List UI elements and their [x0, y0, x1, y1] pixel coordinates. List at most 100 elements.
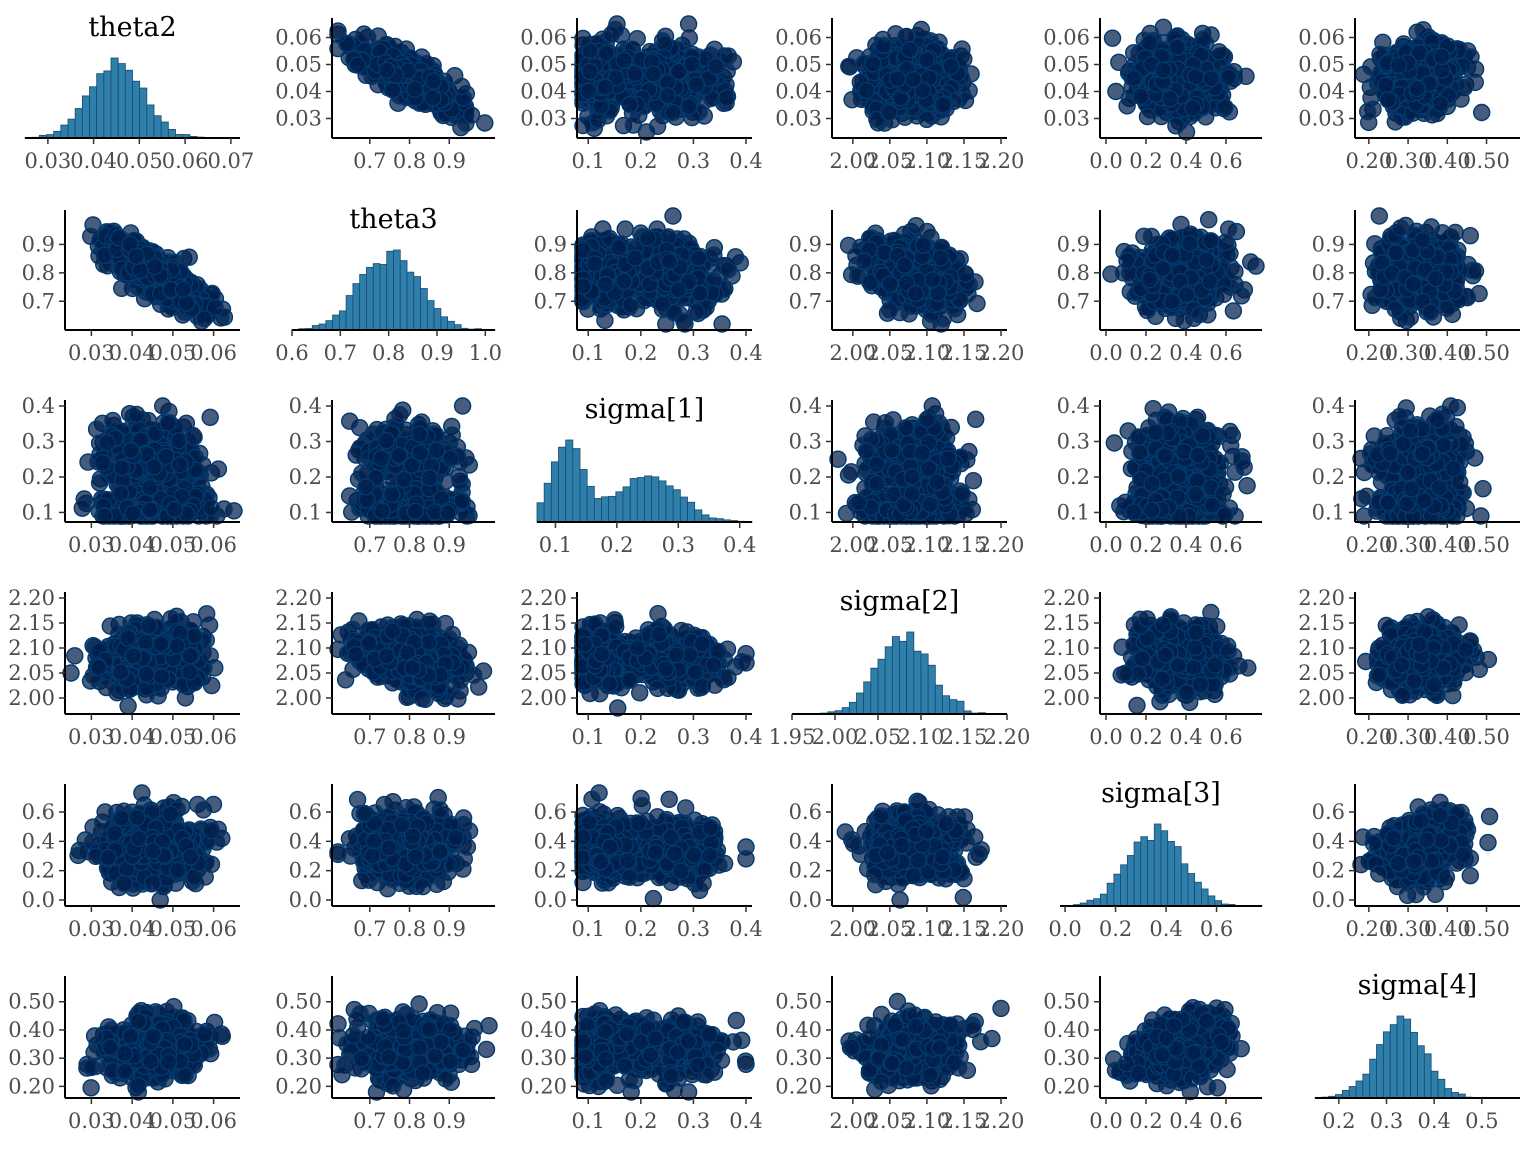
- scatter-point: [384, 81, 402, 99]
- y-tick-label: 0.06: [275, 26, 322, 50]
- scatter-point: [1140, 34, 1159, 52]
- scatter-point: [131, 261, 150, 280]
- hist-bar: [167, 128, 176, 139]
- scatter-point: [707, 57, 725, 76]
- x-tick-label: 0.05: [116, 149, 163, 173]
- hist-bar: [393, 249, 401, 331]
- hist-bar: [96, 73, 105, 139]
- y-tick-label: 0.06: [1298, 26, 1345, 50]
- y-tick-label: 0.04: [520, 80, 567, 104]
- hist-bar: [132, 80, 141, 139]
- y-tick-label: 0.04: [1298, 80, 1345, 104]
- scatter-point: [348, 56, 367, 74]
- scatter-panel-theta3-vs-theta2: 0.030.040.050.060.70.80.9: [22, 210, 240, 365]
- x-tick-label: 2.20: [978, 149, 1025, 173]
- hist-bar: [160, 121, 169, 139]
- scatter-point: [424, 89, 442, 107]
- scatter-point: [1107, 82, 1125, 101]
- x-tick-label: 0.50: [1463, 149, 1510, 173]
- scatter-point: [1132, 87, 1150, 106]
- scatter-point: [687, 75, 706, 94]
- scatter-point: [907, 216, 925, 235]
- scatter-point: [195, 310, 214, 328]
- scatter-point: [624, 116, 643, 134]
- y-tick-label: 0.03: [775, 107, 822, 131]
- scatter-point: [912, 20, 930, 39]
- hist-bar: [124, 69, 133, 139]
- scatter-point: [1161, 89, 1179, 108]
- x-tick-label: 0.9: [433, 149, 466, 173]
- scatter-point: [1216, 98, 1234, 117]
- scatter-point: [127, 247, 145, 265]
- scatter-point: [931, 249, 950, 267]
- scatter-point: [874, 36, 893, 55]
- x-tick-label: 0.07: [207, 149, 254, 173]
- y-tick-label: 0.03: [275, 107, 322, 131]
- scatter-point: [664, 103, 682, 122]
- x-tick-label: 0.03: [24, 149, 71, 173]
- scatter-point: [615, 272, 633, 291]
- scatter-point: [1103, 29, 1122, 47]
- hist-bar: [146, 104, 155, 139]
- scatter-point: [904, 70, 923, 89]
- hist-bar: [372, 263, 381, 331]
- x-tick-label: 0.4: [729, 149, 762, 173]
- y-tick-label: 0.04: [775, 80, 822, 104]
- scatter-point: [579, 82, 598, 100]
- x-tick-label: 0.4: [729, 341, 762, 365]
- x-tick-label: 0.4: [1169, 149, 1202, 173]
- scatter-point: [1432, 47, 1451, 66]
- hist-bar: [139, 87, 148, 139]
- y-tick-label: 0.9: [534, 232, 567, 256]
- scatter-point: [378, 61, 396, 80]
- scatter-point: [900, 40, 919, 59]
- x-tick-label: 1.0: [469, 341, 502, 365]
- x-tick-label: 0.04: [109, 341, 156, 365]
- hist-bar: [406, 271, 415, 331]
- scatter-point: [628, 30, 646, 48]
- x-tick-label: 0.04: [70, 149, 117, 173]
- y-tick-label: 0.7: [22, 289, 55, 313]
- x-tick-label: 0.2: [624, 341, 657, 365]
- y-tick-label: 0.04: [275, 80, 322, 104]
- scatter-point: [680, 97, 698, 116]
- hist-bar: [67, 118, 76, 139]
- x-tick-label: 0.03: [68, 341, 115, 365]
- scatter-point: [1167, 117, 1185, 135]
- x-tick-label: 0.06: [190, 341, 237, 365]
- scatter-point: [664, 207, 682, 225]
- scatter-point: [406, 80, 424, 98]
- x-tick-label: 0.0: [1089, 149, 1122, 173]
- hist-bar: [60, 124, 69, 139]
- scatter-point: [424, 72, 443, 90]
- y-tick-label: 0.06: [520, 26, 567, 50]
- x-tick-label: 0.3: [677, 149, 710, 173]
- scatter-point: [679, 15, 698, 33]
- scatter-panel-theta2-vs-sigma[4]: 0.200.300.400.500.030.040.050.06: [1298, 18, 1520, 173]
- hist-bar: [103, 70, 112, 139]
- y-tick-label: 0.7: [534, 289, 567, 313]
- scatter-panel-theta2-vs-sigma[2]: 2.002.052.102.152.200.030.040.050.06: [775, 18, 1024, 173]
- x-tick-label: 0.1: [572, 149, 605, 173]
- hist-bar: [338, 310, 347, 331]
- y-tick-label: 0.05: [520, 53, 567, 77]
- scatter-point: [112, 279, 131, 297]
- scatter-point: [660, 252, 679, 271]
- scatter-panel-theta3-vs-sigma[1]: 0.1 0.2 0.3 0.40.70.80.9: [534, 207, 763, 365]
- hist-bar: [325, 320, 333, 331]
- scatter-point: [1379, 91, 1397, 109]
- scatter-point: [864, 55, 882, 73]
- x-tick-label: 0.05: [149, 341, 196, 365]
- hist-bar: [379, 264, 388, 331]
- scatter-point: [1154, 61, 1172, 80]
- y-tick-label: 0.05: [1298, 53, 1345, 77]
- scatter-panel-theta2-vs-theta3: 0.7 0.8 0.90.030.040.050.06: [275, 18, 495, 173]
- scatter-point: [1358, 102, 1377, 121]
- scatter-point: [917, 51, 936, 69]
- hist-bar: [433, 308, 442, 331]
- scatter-point: [1431, 95, 1450, 113]
- y-tick-label: 0.03: [520, 107, 567, 131]
